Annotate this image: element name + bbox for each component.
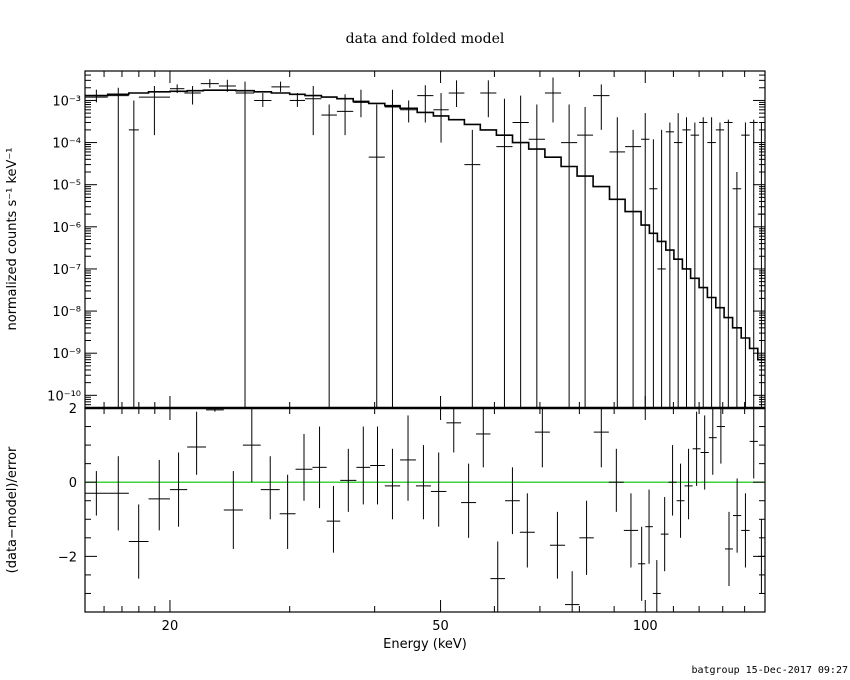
chart-title: data and folded model — [346, 31, 505, 47]
x-tick-label: 100 — [633, 619, 658, 634]
spectrum-panel: 10⁻¹⁰ 10⁻⁹ 10⁻⁸ 10⁻⁷ 10⁻⁶ 10⁻⁵ 10⁻⁴ 10⁻³ normal… — [5, 70, 766, 409]
residual-panel-frame — [84, 407, 766, 613]
folded-model-line — [85, 89, 765, 361]
x-tick-label: 20 — [162, 619, 179, 634]
x-axis-label: Energy (keV) — [383, 637, 467, 652]
y-tick-label: 10⁻³ — [52, 94, 81, 109]
x-tick-label: 50 — [432, 619, 449, 634]
y-tick-label: 10⁻¹⁰ — [47, 389, 81, 404]
residual-panel: −2 0 2 20 50 100 (data−model)/error Energy (… — [5, 402, 766, 652]
y-tick-label: 10⁻⁶ — [52, 221, 81, 236]
residual-points — [85, 408, 765, 612]
y-tick-label: 10⁻⁷ — [52, 263, 81, 278]
y-tick-label: 10⁻⁴ — [52, 137, 81, 152]
residual-y-label: (data−model)/error — [5, 446, 20, 573]
spectrum-y-label: normalized counts s⁻¹ keV⁻¹ — [5, 148, 20, 331]
y-tick-label: 10⁻⁹ — [52, 347, 81, 362]
spectrum-data-points — [85, 77, 765, 408]
y-tick-label: 2 — [69, 402, 77, 417]
y-tick-label: 10⁻⁸ — [52, 305, 81, 320]
y-tick-label: 0 — [69, 476, 77, 491]
y-tick-label: −2 — [58, 550, 77, 565]
residual-x-axis: 20 50 100 — [84, 408, 766, 634]
footer-stamp: batgroup 15-Dec-2017 09:27 — [691, 665, 848, 676]
residual-y-axis: −2 0 2 — [58, 402, 765, 594]
y-tick-label: 10⁻⁵ — [52, 179, 81, 194]
